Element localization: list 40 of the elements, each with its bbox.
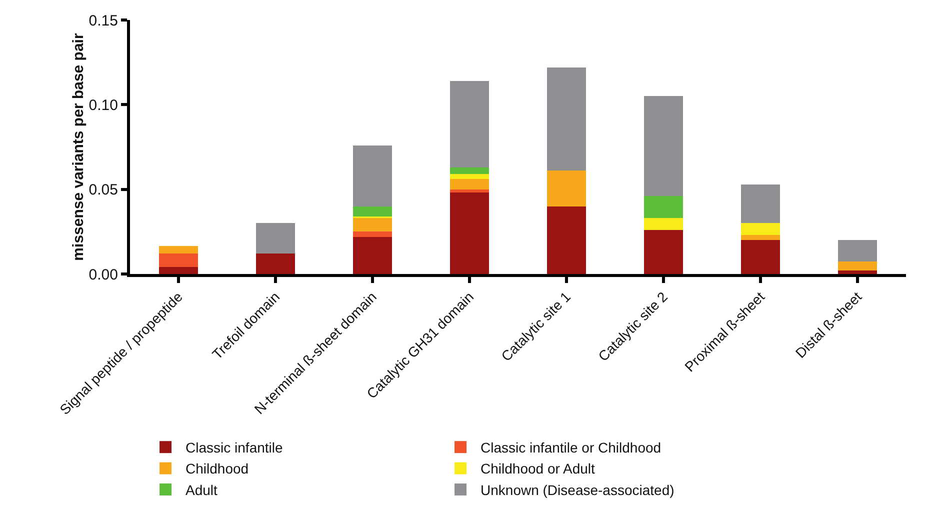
- bar: [450, 192, 489, 274]
- bar: [353, 145, 392, 206]
- legend-label: Adult: [186, 482, 218, 498]
- bar: [547, 170, 586, 206]
- y-tick-label: 0.00: [88, 266, 118, 284]
- bar: [644, 230, 683, 274]
- legend-label: Unknown (Disease-associated): [480, 482, 674, 498]
- bar: [644, 96, 683, 196]
- bar: [450, 174, 489, 180]
- bar: [159, 246, 198, 254]
- bar: [741, 223, 780, 236]
- bar: [547, 67, 586, 171]
- bar: [450, 167, 489, 174]
- bar: [256, 223, 295, 254]
- bar: [450, 179, 489, 190]
- legend-label: Childhood or Adult: [480, 460, 596, 477]
- y-axis-title: missense variants per base pair: [70, 33, 87, 261]
- y-tick-label: 0.10: [88, 96, 118, 114]
- bar: [353, 232, 392, 237]
- legend-label: Classic infantile: [186, 440, 283, 456]
- bar: [256, 254, 295, 274]
- bar: [159, 254, 198, 268]
- bar: [644, 196, 683, 218]
- bar: [741, 240, 780, 274]
- bar: [741, 184, 780, 224]
- bar: [353, 206, 392, 216]
- bar: [838, 261, 877, 271]
- bar: [353, 236, 392, 274]
- legend-label: Childhood: [186, 460, 249, 477]
- bar: [838, 270, 877, 274]
- bar: [450, 80, 489, 168]
- bar: [741, 235, 780, 240]
- bar: [547, 206, 586, 274]
- y-tick-label: 0.15: [88, 12, 118, 30]
- bar: [838, 240, 877, 262]
- bar: [159, 267, 198, 274]
- bar: [353, 218, 392, 232]
- bar: [644, 218, 683, 230]
- y-tick-label: 0.05: [88, 182, 118, 199]
- legend-label: Classic infantile or Childhood: [480, 440, 662, 456]
